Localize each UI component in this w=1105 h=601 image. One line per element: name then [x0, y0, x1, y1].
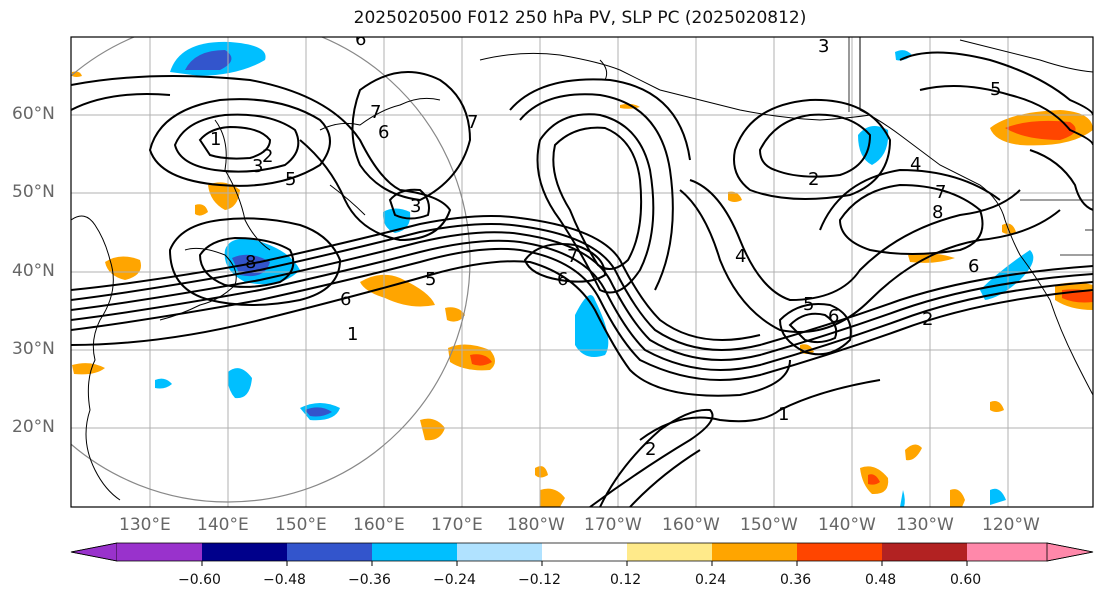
contour-label: 5	[285, 169, 296, 190]
contour-label: 8	[245, 252, 256, 273]
contour-label: 1	[778, 404, 789, 425]
colorbar	[70, 542, 1094, 566]
contour-label: 6	[378, 122, 389, 143]
contour-label: 6	[355, 29, 366, 50]
lon-label: 130°W	[896, 515, 954, 535]
range-circle	[71, 37, 471, 503]
colorbar-tick-label: 0.48	[865, 572, 897, 588]
contour-label: 3	[410, 196, 421, 217]
lon-label: 170°W	[584, 515, 642, 535]
contour-label: 5	[425, 269, 436, 290]
lon-label: 140°E	[197, 515, 249, 535]
lat-label: 50°N	[12, 182, 55, 202]
boundaries	[848, 37, 1093, 256]
colorbar-tick-label: −0.48	[263, 572, 306, 588]
lon-label: 150°E	[275, 515, 327, 535]
coastlines	[71, 37, 1093, 501]
contour-label: 7	[935, 182, 946, 203]
colorbar-tick-label: 0.60	[950, 572, 982, 588]
colorbar-tick-label: −0.24	[433, 572, 476, 588]
contour-label: 6	[340, 289, 351, 310]
lon-label: 170°E	[431, 515, 483, 535]
contour-label: 2	[262, 146, 273, 167]
contour-label: 2	[645, 439, 656, 460]
contour-label: 2	[922, 309, 933, 330]
contour-label: 7	[467, 112, 478, 133]
colorbar-tick-label: 0.36	[780, 572, 812, 588]
lon-label: 150°W	[740, 515, 798, 535]
contour-label: 6	[968, 256, 979, 277]
lat-label: 20°N	[12, 417, 55, 437]
lon-label: 160°E	[353, 515, 405, 535]
slp-contours	[71, 51, 1093, 507]
contour-label: 5	[803, 294, 814, 315]
pv-shading	[72, 41, 1093, 507]
contour-label: 7	[370, 102, 381, 123]
contour-label: 4	[910, 154, 921, 175]
contour-label: 5	[990, 79, 1001, 100]
lat-label: 30°N	[12, 339, 55, 359]
lat-label: 40°N	[12, 261, 55, 281]
lon-label: 180°W	[507, 515, 565, 535]
contour-label: 3	[252, 156, 263, 177]
contour-labels: 1 1 1 2 2 2 3 3 3 4 4 5 5 5 5 6 6 6 6 6 …	[210, 29, 1001, 460]
contour-label: 2	[808, 169, 819, 190]
contour-label: 1	[210, 129, 221, 150]
map-frame	[70, 36, 1094, 508]
lon-label: 160°W	[662, 515, 720, 535]
colorbar-tick-label: −0.36	[348, 572, 391, 588]
colorbar-tick-label: −0.12	[518, 572, 561, 588]
contour-label: 7	[567, 246, 578, 267]
colorbar-tick-label: 0.12	[610, 572, 642, 588]
contour-label: 1	[347, 324, 358, 345]
colorbar-tick-label: 0.24	[695, 572, 727, 588]
colorbar-tick-label: −0.60	[178, 572, 221, 588]
contour-label: 6	[557, 269, 568, 290]
lon-label: 120°W	[982, 515, 1040, 535]
contour-label: 8	[932, 202, 943, 223]
map-title: 2025020500 F012 250 hPa PV, SLP PC (2025…	[353, 8, 807, 28]
contour-label: 3	[818, 36, 829, 57]
lon-label: 130°E	[119, 515, 171, 535]
lat-label: 60°N	[12, 104, 55, 124]
lon-label: 140°W	[818, 515, 876, 535]
graticule	[71, 37, 1093, 507]
contour-label: 6	[828, 306, 839, 327]
contour-label: 4	[735, 246, 746, 267]
